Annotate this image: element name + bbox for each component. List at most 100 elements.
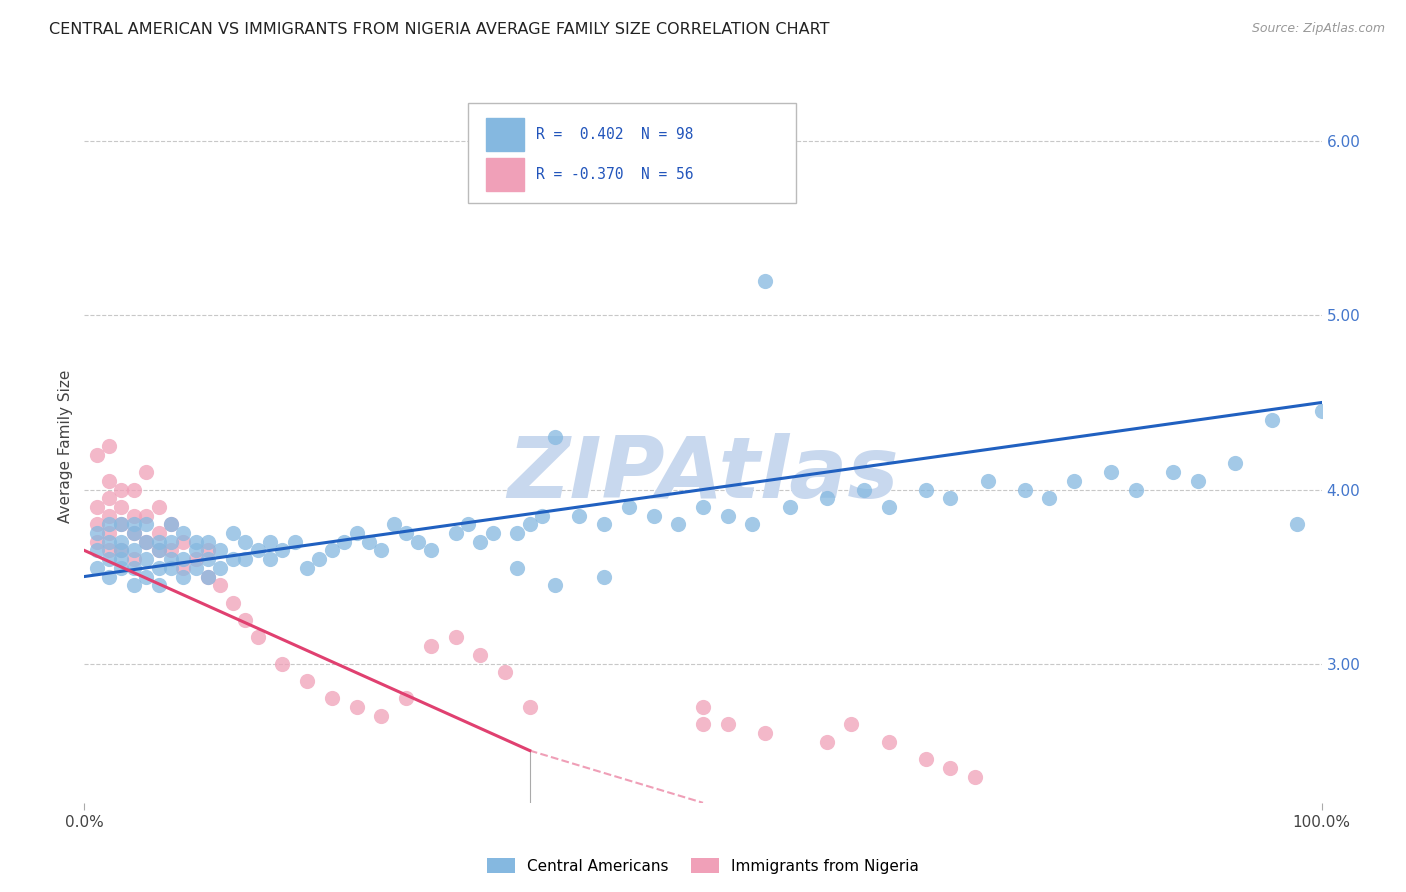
Point <box>122 578 145 592</box>
Point <box>172 569 194 583</box>
Point <box>568 508 591 523</box>
Point <box>1038 491 1060 506</box>
Point <box>295 561 318 575</box>
Point <box>135 569 157 583</box>
Point <box>98 526 121 541</box>
Point <box>86 500 108 514</box>
Point <box>148 534 170 549</box>
Point <box>470 534 492 549</box>
Point <box>233 552 256 566</box>
Point <box>1125 483 1147 497</box>
Point <box>246 543 269 558</box>
Point <box>692 717 714 731</box>
Point <box>135 517 157 532</box>
Point <box>98 491 121 506</box>
Point <box>717 508 740 523</box>
Point <box>135 465 157 479</box>
Point <box>308 552 330 566</box>
Point <box>98 543 121 558</box>
Point <box>965 770 987 784</box>
Point <box>122 561 145 575</box>
Point <box>1261 413 1284 427</box>
Point <box>197 552 219 566</box>
Point <box>122 526 145 541</box>
Point <box>593 569 616 583</box>
Point <box>160 534 183 549</box>
Point <box>172 534 194 549</box>
Text: Source: ZipAtlas.com: Source: ZipAtlas.com <box>1251 22 1385 36</box>
Point <box>519 517 541 532</box>
Point <box>86 517 108 532</box>
Point <box>370 543 392 558</box>
Text: R =  0.402  N = 98: R = 0.402 N = 98 <box>536 127 693 142</box>
Point <box>122 543 145 558</box>
Point <box>246 631 269 645</box>
Point <box>506 526 529 541</box>
Point <box>617 500 640 514</box>
Point <box>357 534 380 549</box>
Point <box>110 543 132 558</box>
Point <box>717 717 740 731</box>
FancyBboxPatch shape <box>468 103 796 203</box>
Point <box>815 491 838 506</box>
Point <box>172 561 194 575</box>
Point <box>222 526 245 541</box>
Point <box>86 534 108 549</box>
Point <box>643 508 665 523</box>
Point <box>135 534 157 549</box>
Point <box>877 735 900 749</box>
Point <box>98 552 121 566</box>
Point <box>914 483 936 497</box>
Point <box>593 517 616 532</box>
Point <box>692 500 714 514</box>
Point <box>98 517 121 532</box>
Point <box>271 543 294 558</box>
Point <box>543 578 565 592</box>
Point <box>148 543 170 558</box>
Point <box>841 717 863 731</box>
Point <box>457 517 479 532</box>
Point <box>148 561 170 575</box>
Point <box>494 665 516 680</box>
Point <box>98 508 121 523</box>
Point <box>233 613 256 627</box>
Point <box>135 552 157 566</box>
Point <box>86 561 108 575</box>
Point <box>346 700 368 714</box>
Point <box>976 474 998 488</box>
Point <box>86 526 108 541</box>
Point <box>110 561 132 575</box>
Point <box>346 526 368 541</box>
Point <box>184 552 207 566</box>
Point <box>184 561 207 575</box>
Point <box>754 274 776 288</box>
Point <box>197 543 219 558</box>
Point <box>148 578 170 592</box>
Point <box>98 439 121 453</box>
Point <box>444 631 467 645</box>
Point <box>197 569 219 583</box>
Point <box>271 657 294 671</box>
Point <box>110 517 132 532</box>
Point <box>1310 404 1333 418</box>
Point <box>98 474 121 488</box>
Point <box>481 526 503 541</box>
Point <box>395 526 418 541</box>
Point <box>666 517 689 532</box>
Point <box>1223 457 1246 471</box>
Point <box>333 534 356 549</box>
Point <box>110 517 132 532</box>
Point <box>184 543 207 558</box>
Point <box>209 561 232 575</box>
Point <box>470 648 492 662</box>
Point <box>122 552 145 566</box>
Bar <box>486 159 523 191</box>
Point <box>692 700 714 714</box>
Point <box>148 526 170 541</box>
Point <box>172 526 194 541</box>
Point <box>160 561 183 575</box>
Point <box>110 483 132 497</box>
Point <box>754 726 776 740</box>
Point <box>222 552 245 566</box>
Point <box>779 500 801 514</box>
